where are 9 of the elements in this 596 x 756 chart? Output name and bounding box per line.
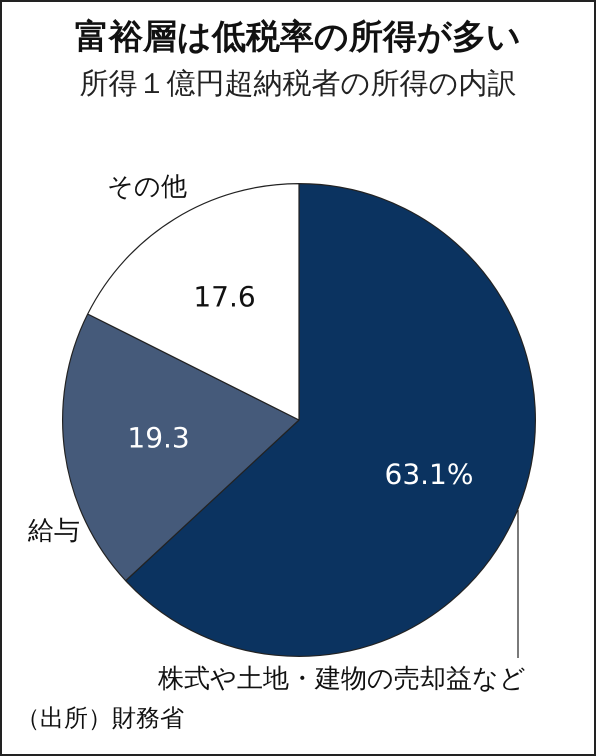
slice-label: その他 bbox=[107, 172, 187, 202]
slice-label: 株式や土地・建物の売却益など bbox=[157, 664, 526, 694]
chart-subtitle: 所得１億円超納税者の所得の内訳 bbox=[78, 65, 518, 102]
chart-title: 富裕層は低税率の所得が多い bbox=[74, 16, 522, 59]
slice-label: 給与 bbox=[27, 516, 80, 546]
data-label: 19.3 bbox=[127, 421, 190, 454]
data-label: 17.6 bbox=[193, 280, 256, 314]
text: （出所）財務省 bbox=[16, 703, 184, 734]
data-label: 63.1% bbox=[384, 458, 474, 492]
